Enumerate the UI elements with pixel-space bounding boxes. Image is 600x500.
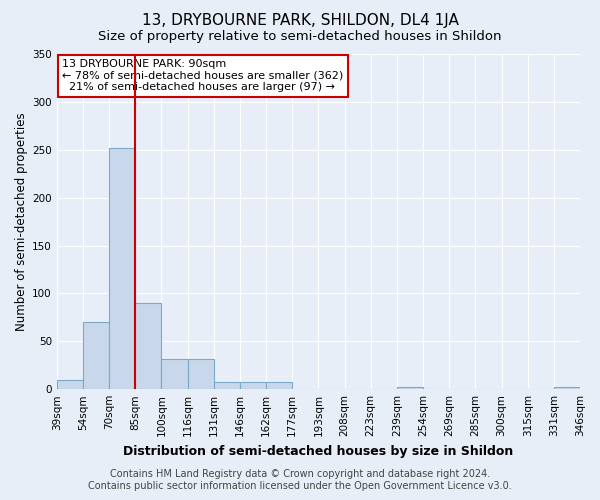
Bar xyxy=(397,388,423,389)
Bar xyxy=(554,388,580,389)
Text: Size of property relative to semi-detached houses in Shildon: Size of property relative to semi-detach… xyxy=(98,30,502,43)
Bar xyxy=(188,358,214,389)
Bar xyxy=(57,380,83,389)
Y-axis label: Number of semi-detached properties: Number of semi-detached properties xyxy=(15,112,28,331)
Bar xyxy=(266,382,292,389)
Bar xyxy=(214,382,240,389)
Bar xyxy=(161,358,188,389)
Bar xyxy=(240,382,266,389)
Bar xyxy=(109,148,135,389)
Text: 13, DRYBOURNE PARK, SHILDON, DL4 1JA: 13, DRYBOURNE PARK, SHILDON, DL4 1JA xyxy=(142,12,458,28)
Text: 13 DRYBOURNE PARK: 90sqm
← 78% of semi-detached houses are smaller (362)
  21% o: 13 DRYBOURNE PARK: 90sqm ← 78% of semi-d… xyxy=(62,59,343,92)
Text: Contains HM Land Registry data © Crown copyright and database right 2024.
Contai: Contains HM Land Registry data © Crown c… xyxy=(88,470,512,491)
Bar xyxy=(83,322,109,389)
Bar xyxy=(135,303,161,389)
X-axis label: Distribution of semi-detached houses by size in Shildon: Distribution of semi-detached houses by … xyxy=(123,444,514,458)
